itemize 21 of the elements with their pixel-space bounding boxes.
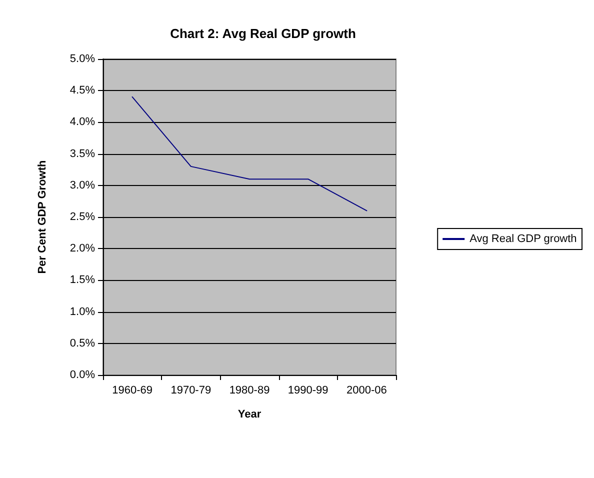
y-tick-label: 0.5% xyxy=(70,337,96,350)
x-tick-label: 1970-79 xyxy=(170,384,212,396)
y-tick-label: 1.5% xyxy=(70,274,96,286)
y-tick-label: 0.0% xyxy=(70,369,96,381)
y-tick-label: 4.0% xyxy=(70,116,96,128)
line-series xyxy=(132,96,368,212)
x-tick-label: 2000-06 xyxy=(346,384,387,396)
y-tick-label: 3.0% xyxy=(70,179,96,192)
y-tick-label: 2.5% xyxy=(70,211,96,223)
x-tick-label: 1960-69 xyxy=(112,384,152,396)
y-tick-label: 5.0% xyxy=(70,53,96,65)
y-tick-label: 3.5% xyxy=(70,148,96,160)
chart-title: Chart 2: Avg Real GDP growth xyxy=(170,26,356,41)
x-tick-label: 1990-99 xyxy=(288,384,328,396)
y-tick-label: 4.5% xyxy=(70,84,96,97)
y-axis-title: Per Cent GDP Growth xyxy=(36,160,48,274)
y-tick-label: 1.0% xyxy=(70,306,96,318)
x-axis-title: Year xyxy=(238,408,262,420)
legend-label: Avg Real GDP growth xyxy=(470,233,577,245)
y-tick-label: 2.0% xyxy=(70,242,96,255)
x-tick-label: 1980-89 xyxy=(229,384,270,396)
